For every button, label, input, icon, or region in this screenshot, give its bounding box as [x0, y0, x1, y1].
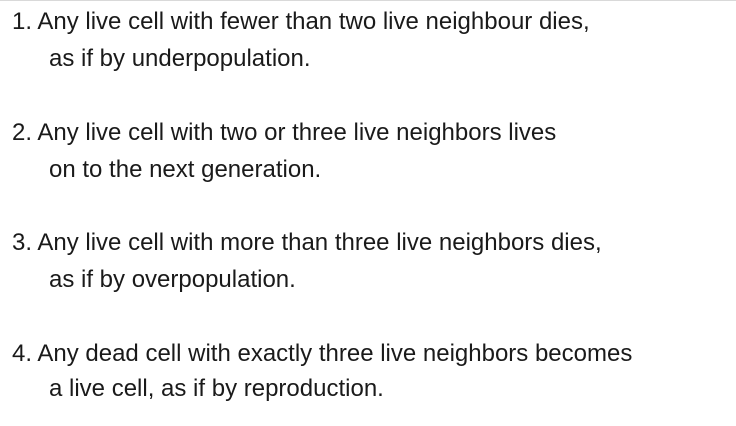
rule-4-line-2: a live cell, as if by reproduction.: [49, 375, 384, 402]
rule-3-line-2: as if by overpopulation.: [49, 266, 296, 293]
rule-4-line-1: 4. Any dead cell with exactly three live…: [12, 340, 633, 367]
top-divider: [0, 0, 736, 1]
rule-2-line-2: on to the next generation.: [49, 156, 322, 183]
rule-3-line-1: 3. Any live cell with more than three li…: [12, 229, 602, 256]
rule-2-line-1: 2. Any live cell with two or three live …: [12, 119, 557, 146]
rule-1-line-1: 1. Any live cell with fewer than two liv…: [12, 8, 590, 35]
rule-1-line-2: as if by underpopulation.: [49, 45, 311, 72]
